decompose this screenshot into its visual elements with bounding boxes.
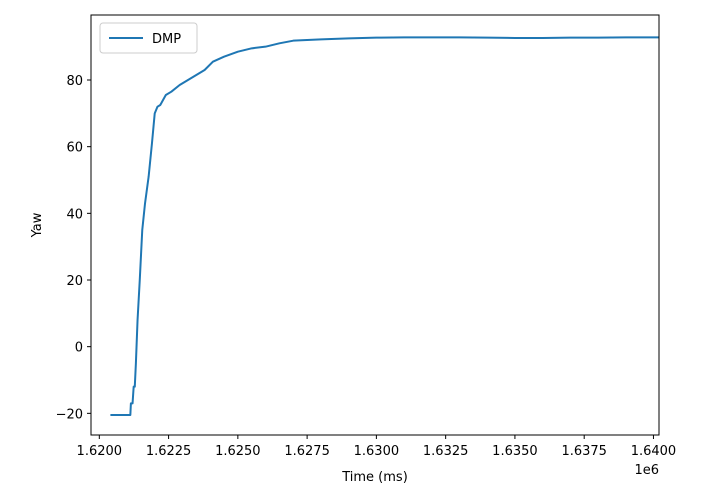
x-tick-label: 1.6300	[354, 444, 400, 459]
series-line-dmp	[110, 36, 659, 416]
y-tick-label: 20	[66, 274, 83, 289]
y-axis-label: Yaw	[30, 212, 45, 238]
x-tick-label: 1.6200	[77, 444, 123, 459]
y-axis: −20 0 20 40 60 80	[56, 74, 91, 422]
x-tick-label: 1.6350	[492, 444, 538, 459]
x-tick-label: 1.6400	[631, 444, 677, 459]
plot-frame	[90, 14, 660, 436]
y-tick-label: 60	[66, 141, 83, 156]
x-axis-label: Time (ms)	[341, 470, 408, 485]
x-tick-label: 1.6325	[423, 444, 469, 459]
x-tick-label: 1.6275	[284, 444, 330, 459]
x-axis: 1.6200 1.6225 1.6250 1.6275 1.6300 1.6325 1.63…	[77, 435, 677, 459]
y-tick-label: 80	[66, 74, 83, 89]
y-tick-label: 0	[75, 341, 83, 356]
x-tick-label: 1.6225	[146, 444, 192, 459]
legend-label-dmp: DMP	[152, 32, 181, 47]
legend-box	[99, 22, 198, 54]
x-tick-label: 1.6375	[561, 444, 607, 459]
data-layer	[110, 36, 659, 416]
plot-area	[91, 15, 659, 435]
x-offset-label: 1e6	[634, 463, 659, 478]
legend: DMP	[99, 22, 198, 54]
y-tick-label: 40	[66, 207, 83, 222]
y-tick-label: −20	[56, 407, 83, 422]
x-tick-label: 1.6250	[215, 444, 261, 459]
